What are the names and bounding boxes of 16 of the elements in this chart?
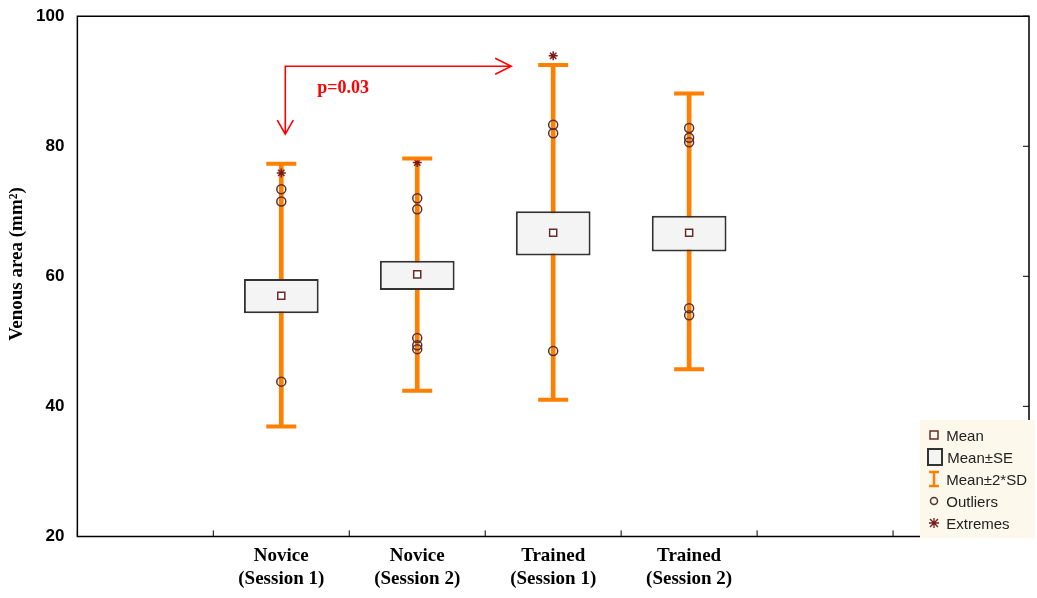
x-tick-label: Novice (Session 1) (238, 543, 325, 589)
legend-label: Mean±SE (947, 448, 1013, 466)
legend-label: Mean±2*SD (946, 470, 1027, 488)
y-tick-label: 60 (45, 265, 65, 285)
x-tick-label: Novice (Session 2) (374, 543, 461, 589)
annotation: p=0.03 (317, 76, 370, 97)
x-tick-label: Trained (Session 2) (646, 543, 733, 589)
y-tick-label: 40 (45, 396, 65, 416)
legend-label: Outliers (946, 492, 998, 510)
y-tick-label: 20 (45, 526, 65, 546)
y-axis-title: Venous area (mm²) (5, 186, 27, 341)
legend-label: Mean (946, 426, 984, 444)
y-tick-label: 100 (35, 5, 65, 25)
x-tick-label: Trained (Session 1) (510, 543, 597, 589)
legend-label: Extremes (946, 514, 1010, 532)
y-tick-label: 80 (45, 135, 65, 155)
